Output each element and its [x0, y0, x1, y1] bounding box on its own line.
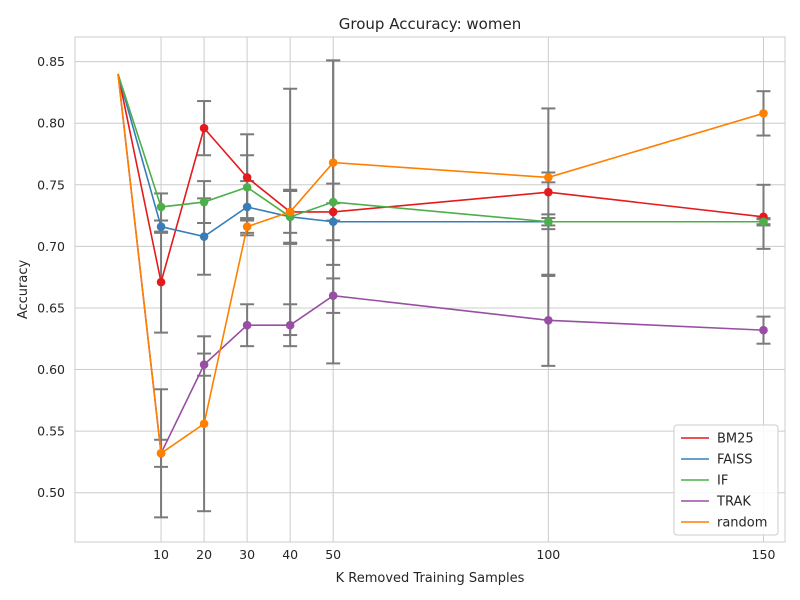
y-tick-label: 0.60: [37, 362, 65, 377]
y-tick-label: 0.80: [37, 116, 65, 131]
legend-label: TRAK: [716, 495, 751, 510]
y-tick-label: 0.85: [37, 54, 65, 69]
data-point: [199, 360, 209, 369]
data-point: [544, 217, 553, 227]
legend: BM25 FAISS IF TRAK random: [673, 424, 779, 536]
data-point: [544, 315, 553, 325]
data-point: [242, 182, 252, 192]
legend-label: FAISS: [717, 453, 753, 468]
series-line: [117, 73, 764, 283]
data-point: [156, 449, 166, 458]
data-point: [328, 207, 338, 217]
series-line: [117, 73, 764, 455]
legend-label: BM25: [717, 432, 754, 447]
data-point: [242, 320, 252, 330]
series-lines: [117, 73, 768, 458]
x-tick-label: 40: [282, 547, 298, 562]
data-point: [544, 187, 553, 197]
data-point: [328, 217, 338, 227]
x-tick-label: 100: [536, 547, 560, 562]
y-axis-label: Accuracy: [16, 260, 31, 320]
tick-labels: 10 20 30 40 50 100 150 0.50 0.55 0.60 0.65 0.70 0.75…: [37, 54, 775, 562]
data-point: [156, 277, 166, 287]
legend-box: [673, 424, 779, 536]
series-line: [117, 73, 764, 238]
series-line: [117, 73, 764, 457]
data-point: [199, 419, 209, 429]
data-point: [199, 123, 209, 133]
data-point: [242, 173, 252, 182]
data-point: [759, 217, 768, 227]
y-tick-label: 0.50: [37, 485, 65, 500]
legend-label: random: [717, 516, 767, 531]
series-line: [117, 73, 764, 223]
data-point: [285, 207, 295, 217]
data-point: [328, 158, 338, 167]
chart-title: Group Accuracy: women: [339, 15, 521, 33]
y-tick-label: 0.70: [37, 239, 65, 254]
series-random: [117, 73, 768, 458]
data-point: [199, 197, 209, 207]
data-point: [285, 320, 295, 330]
x-tick-label: 30: [239, 547, 255, 562]
data-point: [328, 291, 338, 300]
data-point: [242, 202, 252, 212]
data-point: [544, 173, 553, 182]
legend-label: IF: [717, 474, 728, 489]
data-point: [156, 202, 166, 212]
series-if: [117, 73, 768, 227]
x-tick-label: 150: [752, 547, 776, 562]
x-tick-label: 20: [196, 547, 212, 562]
data-point: [328, 197, 338, 207]
plot-frame: [74, 36, 786, 543]
data-point: [242, 222, 252, 231]
data-point: [156, 222, 166, 231]
data-point: [759, 109, 768, 118]
x-axis-label: K Removed Training Samples: [336, 571, 525, 586]
data-point: [759, 325, 768, 335]
data-point: [199, 232, 209, 241]
x-tick-label: 50: [325, 547, 341, 562]
x-tick-label: 10: [153, 547, 169, 562]
y-tick-label: 0.55: [37, 424, 65, 439]
y-tick-label: 0.75: [37, 177, 65, 192]
y-tick-label: 0.65: [37, 300, 65, 315]
